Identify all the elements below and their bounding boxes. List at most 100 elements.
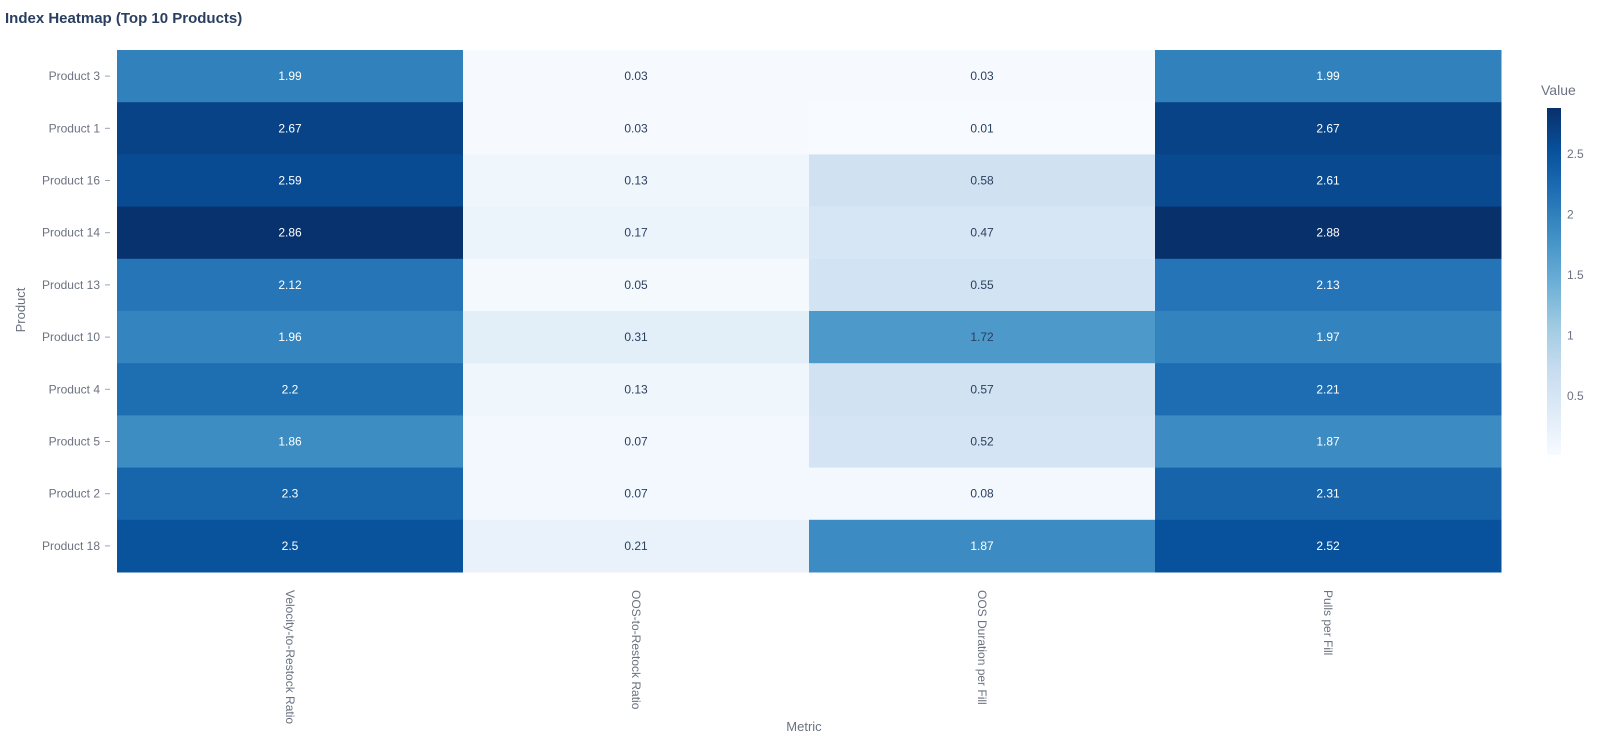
cell-value-label: 1.87	[970, 539, 994, 553]
cell-value-label: 0.57	[970, 382, 994, 396]
heatmap-cell	[463, 519, 810, 573]
cell-value-label: 0.05	[624, 278, 648, 292]
heatmap-cell	[117, 415, 464, 469]
heatmap-cell	[1155, 102, 1502, 155]
colorbar-tick-label: 1.5	[1567, 268, 1584, 282]
heatmap-cell	[117, 519, 464, 573]
cell-value-label: 0.07	[624, 435, 648, 449]
heatmap-cell	[1155, 415, 1502, 469]
heatmap-cell	[809, 102, 1156, 155]
cell-value-label: 2.31	[1316, 487, 1340, 501]
cell-value-label: 1.96	[278, 330, 302, 344]
cell-value-label: 0.58	[970, 174, 994, 188]
cell-value-label: 0.08	[970, 487, 994, 501]
heatmap-cell	[463, 154, 810, 208]
y-tick-label: Product 1	[49, 121, 101, 135]
cell-value-label: 2.59	[278, 174, 302, 188]
heatmap-cell	[117, 363, 464, 416]
cell-value-label: 0.03	[970, 69, 994, 83]
x-axis-title: Metric	[786, 719, 822, 734]
heatmap-cell	[463, 258, 810, 312]
y-tick-label: Product 13	[42, 278, 100, 292]
cell-value-label: 2.61	[1316, 174, 1340, 188]
y-tick-label: Product 3	[49, 69, 101, 83]
heatmap-cell	[117, 206, 464, 260]
heatmap-cell	[1155, 206, 1502, 260]
cell-value-label: 2.86	[278, 226, 302, 240]
cell-value-label: 1.72	[970, 330, 994, 344]
heatmap-cell-labels: 1.99 0.03 0.03 1.99 2.67 0.03 0.01 2.67 2.59 0.13…	[278, 69, 1340, 553]
heatmap-cell	[809, 519, 1156, 573]
y-tick-label: Product 5	[49, 435, 101, 449]
x-tick-label: OOS-to-Restock Ratio	[629, 590, 643, 710]
cell-value-label: 0.07	[624, 487, 648, 501]
cell-value-label: 2.67	[1316, 121, 1340, 135]
colorbar-tick-label: 2	[1567, 207, 1574, 221]
heatmap-cells	[117, 50, 1502, 573]
cell-value-label: 2.67	[278, 121, 302, 135]
heatmap-cell	[809, 154, 1156, 208]
heatmap-cell	[1155, 363, 1502, 416]
cell-value-label: 2.13	[1316, 278, 1340, 292]
colorbar-tick-label: 1	[1567, 328, 1574, 342]
y-tick-label: Product 2	[49, 487, 101, 501]
heatmap-cell	[1155, 258, 1502, 312]
y-tick-label: Product 4	[49, 382, 101, 396]
heatmap-cell	[1155, 154, 1502, 208]
cell-value-label: 0.17	[624, 226, 648, 240]
cell-value-label: 1.99	[278, 69, 302, 83]
heatmap-cell	[463, 311, 810, 364]
cell-value-label: 0.03	[624, 121, 648, 135]
colorbar-title: Value	[1541, 82, 1576, 98]
cell-value-label: 0.13	[624, 382, 648, 396]
chart-title: Index Heatmap (Top 10 Products)	[5, 10, 243, 27]
y-tick-label: Product 14	[42, 226, 100, 240]
cell-value-label: 1.99	[1316, 69, 1340, 83]
x-axis-ticks: Velocity-to-Restock Ratio OOS-to-Restock …	[283, 590, 1335, 724]
colorbar-gradient	[1547, 108, 1561, 455]
cell-value-label: 1.86	[278, 435, 302, 449]
heatmap-cell	[809, 467, 1156, 521]
heatmap-cell	[1155, 50, 1502, 103]
heatmap-cell	[809, 311, 1156, 364]
cell-value-label: 2.21	[1316, 382, 1340, 396]
y-tick-label: Product 18	[42, 539, 100, 553]
colorbar: Value 0.5 1 1.5 2 2.5	[1541, 82, 1584, 455]
colorbar-tick-label: 0.5	[1567, 389, 1584, 403]
cell-value-label: 2.5	[282, 539, 299, 553]
heatmap-cell	[463, 102, 810, 155]
heatmap-cell	[1155, 519, 1502, 573]
heatmap-cell	[117, 467, 464, 521]
heatmap-cell	[463, 415, 810, 469]
y-tick-label: Product 16	[42, 174, 100, 188]
heatmap-cell	[117, 154, 464, 208]
cell-value-label: 0.01	[970, 121, 994, 135]
cell-value-label: 0.55	[970, 278, 994, 292]
x-tick-label: OOS Duration per Fill	[975, 590, 989, 705]
cell-value-label: 0.47	[970, 226, 994, 240]
cell-value-label: 0.31	[624, 330, 648, 344]
cell-value-label: 2.52	[1316, 539, 1340, 553]
heatmap-cell	[1155, 311, 1502, 364]
heatmap-cell	[809, 415, 1156, 469]
colorbar-tick-label: 2.5	[1567, 147, 1584, 161]
x-tick-label: Velocity-to-Restock Ratio	[283, 590, 297, 724]
y-axis-ticks: Product 3 Product 1 Product 16 Product 14 Pr…	[42, 69, 110, 553]
cell-value-label: 0.03	[624, 69, 648, 83]
y-axis-title: Product	[13, 287, 28, 332]
x-tick-label: Pulls per Fill	[1321, 590, 1335, 655]
cell-value-label: 2.3	[282, 487, 299, 501]
heatmap-cell	[463, 467, 810, 521]
cell-value-label: 2.12	[278, 278, 302, 292]
heatmap-cell	[809, 50, 1156, 103]
heatmap-cell	[809, 363, 1156, 416]
heatmap-cell	[463, 363, 810, 416]
heatmap-cell	[117, 258, 464, 312]
cell-value-label: 0.13	[624, 174, 648, 188]
cell-value-label: 2.2	[282, 382, 299, 396]
heatmap-cell	[463, 50, 810, 103]
heatmap-cell	[117, 50, 464, 103]
heatmap-cell	[117, 311, 464, 364]
heatmap-cell	[1155, 467, 1502, 521]
